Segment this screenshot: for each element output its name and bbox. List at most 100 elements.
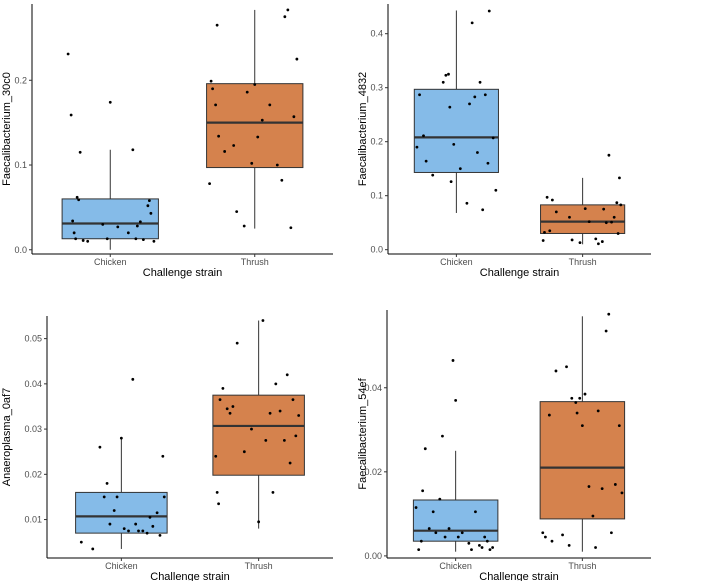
data-point <box>447 527 451 530</box>
data-point <box>474 510 477 514</box>
data-point <box>137 529 140 533</box>
y-tick-label: 0.3 <box>370 83 383 93</box>
data-point <box>444 73 448 77</box>
data-point <box>478 80 482 84</box>
y-tick-label: 0.00 <box>364 551 382 561</box>
data-point <box>155 511 159 515</box>
data-point <box>448 105 452 109</box>
data-point <box>485 539 489 543</box>
data-point <box>283 15 287 19</box>
data-point <box>108 522 112 526</box>
box-chicken <box>412 499 499 542</box>
data-point <box>602 207 606 211</box>
data-point <box>486 161 490 165</box>
y-tick-label: 0.04 <box>364 383 382 393</box>
y-axis-title: Faecalibacterium_30c0 <box>1 72 13 186</box>
y-tick-label: 0.0 <box>14 245 27 255</box>
data-point <box>161 454 165 458</box>
data-point <box>610 531 613 535</box>
data-point <box>69 113 73 117</box>
data-point <box>291 398 295 402</box>
x-axis-title: Challenge strain <box>479 571 559 581</box>
data-point <box>268 103 272 107</box>
data-point <box>600 487 604 491</box>
data-point <box>208 182 211 186</box>
data-point <box>242 450 246 454</box>
y-tick-label: 0.04 <box>24 379 42 389</box>
data-point <box>570 238 574 242</box>
data-point <box>424 159 428 163</box>
data-point <box>610 220 613 224</box>
data-point <box>487 9 491 13</box>
data-point <box>232 144 236 147</box>
data-point <box>594 237 598 241</box>
data-point <box>483 535 487 539</box>
data-point <box>454 398 458 402</box>
data-point <box>242 224 246 228</box>
data-point <box>587 485 591 488</box>
box-chicken <box>413 88 499 173</box>
data-point <box>600 240 604 243</box>
x-tick-label-chicken: Chicken <box>439 561 472 571</box>
data-point <box>78 150 82 154</box>
data-point <box>292 115 296 119</box>
data-point <box>414 506 418 509</box>
x-tick-label-thrush: Thrush <box>568 561 596 571</box>
data-point <box>286 8 290 12</box>
data-point <box>438 497 442 501</box>
data-point <box>268 411 272 415</box>
data-point <box>221 386 225 390</box>
data-point <box>567 543 571 547</box>
data-point <box>105 237 109 241</box>
data-point <box>441 80 445 84</box>
data-point <box>145 531 149 535</box>
data-point <box>594 546 597 549</box>
x-tick-label-thrush: Thrush <box>241 257 269 267</box>
data-point <box>214 454 218 458</box>
data-point <box>105 481 109 485</box>
data-point <box>419 539 423 543</box>
data-point <box>294 434 298 438</box>
data-point <box>468 102 471 106</box>
data-point <box>257 520 261 524</box>
data-point <box>260 118 264 122</box>
data-point <box>285 373 289 377</box>
y-tick-label: 0.1 <box>370 191 383 201</box>
y-tick-label: 0.4 <box>370 29 383 39</box>
data-point <box>470 21 474 25</box>
data-point <box>149 211 153 215</box>
data-point <box>491 136 495 140</box>
data-point <box>102 495 106 499</box>
data-point <box>481 208 485 212</box>
data-point <box>548 229 552 233</box>
data-point <box>250 427 253 431</box>
data-point <box>607 312 611 316</box>
data-point <box>162 495 166 499</box>
y-tick-label: 0.01 <box>24 515 42 525</box>
x-axis-title: Challenge strain <box>143 267 223 279</box>
data-point <box>451 359 455 362</box>
data-point <box>616 232 620 235</box>
data-point <box>431 510 435 514</box>
data-point <box>570 396 574 400</box>
data-point <box>275 163 279 167</box>
data-point <box>565 365 568 369</box>
data-point <box>465 201 469 205</box>
data-point <box>282 438 286 442</box>
data-point <box>108 100 112 104</box>
data-point <box>583 207 587 211</box>
data-point <box>81 239 85 242</box>
data-point <box>101 222 105 226</box>
data-point <box>116 225 120 229</box>
data-point <box>618 176 621 180</box>
data-point <box>491 546 494 549</box>
data-point <box>289 226 293 230</box>
data-point <box>223 150 227 153</box>
data-point <box>583 392 587 396</box>
x-tick-label-chicken: Chicken <box>94 257 127 267</box>
data-point <box>228 411 232 415</box>
x-axis-title: Challenge strain <box>480 267 560 279</box>
y-axis-title: Faecalibacterium_54ef <box>357 377 369 489</box>
